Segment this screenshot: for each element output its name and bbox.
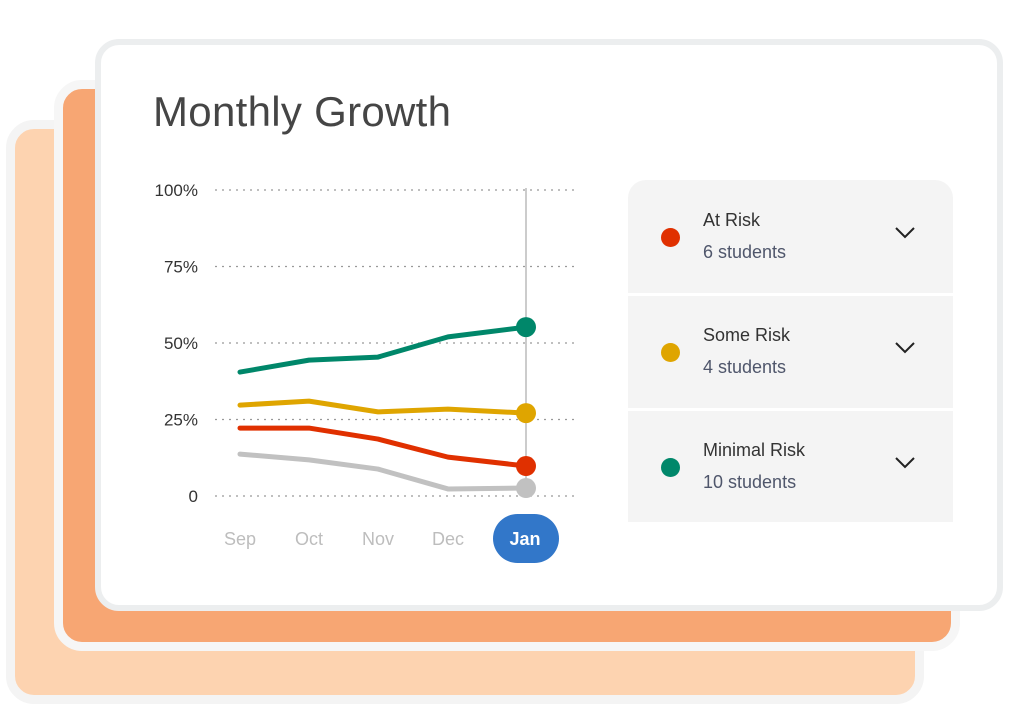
x-tick-nov[interactable]: Nov <box>362 529 394 549</box>
legend-item-minimal-risk[interactable]: Minimal Risk 10 students <box>628 410 953 522</box>
status-dot <box>661 343 680 362</box>
x-tick-oct[interactable]: Oct <box>295 529 323 549</box>
legend-item-at-risk[interactable]: At Risk 6 students <box>628 180 953 296</box>
x-tick-dec[interactable]: Dec <box>432 529 464 549</box>
data-point <box>516 456 536 477</box>
y-tick-label: 25% <box>164 411 198 430</box>
month-pill-selected[interactable] <box>493 514 559 563</box>
legend-label: Minimal Risk <box>703 440 806 460</box>
legend-label: At Risk <box>703 210 761 230</box>
x-tick-sep[interactable]: Sep <box>224 529 256 549</box>
chevron-down-icon[interactable] <box>894 226 916 240</box>
chevron-down-icon[interactable] <box>894 341 916 355</box>
student-count: 4 students <box>703 357 787 377</box>
y-tick-label: 50% <box>164 334 198 353</box>
y-tick-label: 100% <box>155 181 198 200</box>
legend-panel: At Risk 6 students Some Risk 4 students … <box>628 180 953 522</box>
student-count: 10 students <box>703 472 797 492</box>
series-line <box>237 425 529 469</box>
data-point <box>516 478 536 499</box>
y-tick-label: 75% <box>164 258 198 277</box>
y-tick-label: 0 <box>189 487 198 506</box>
legend-label: Some Risk <box>703 325 791 345</box>
series-line <box>237 451 529 492</box>
status-dot <box>661 228 680 247</box>
chevron-down-icon[interactable] <box>894 456 916 470</box>
student-count: 6 students <box>703 242 787 262</box>
data-point <box>516 317 536 338</box>
data-point <box>516 403 536 424</box>
x-tick-jan[interactable]: Jan <box>509 529 540 549</box>
legend-item-some-risk[interactable]: Some Risk 4 students <box>628 295 953 411</box>
status-dot <box>661 458 680 477</box>
series-line <box>237 398 529 416</box>
series-line <box>237 324 529 375</box>
page-title: Monthly Growth <box>153 88 452 135</box>
